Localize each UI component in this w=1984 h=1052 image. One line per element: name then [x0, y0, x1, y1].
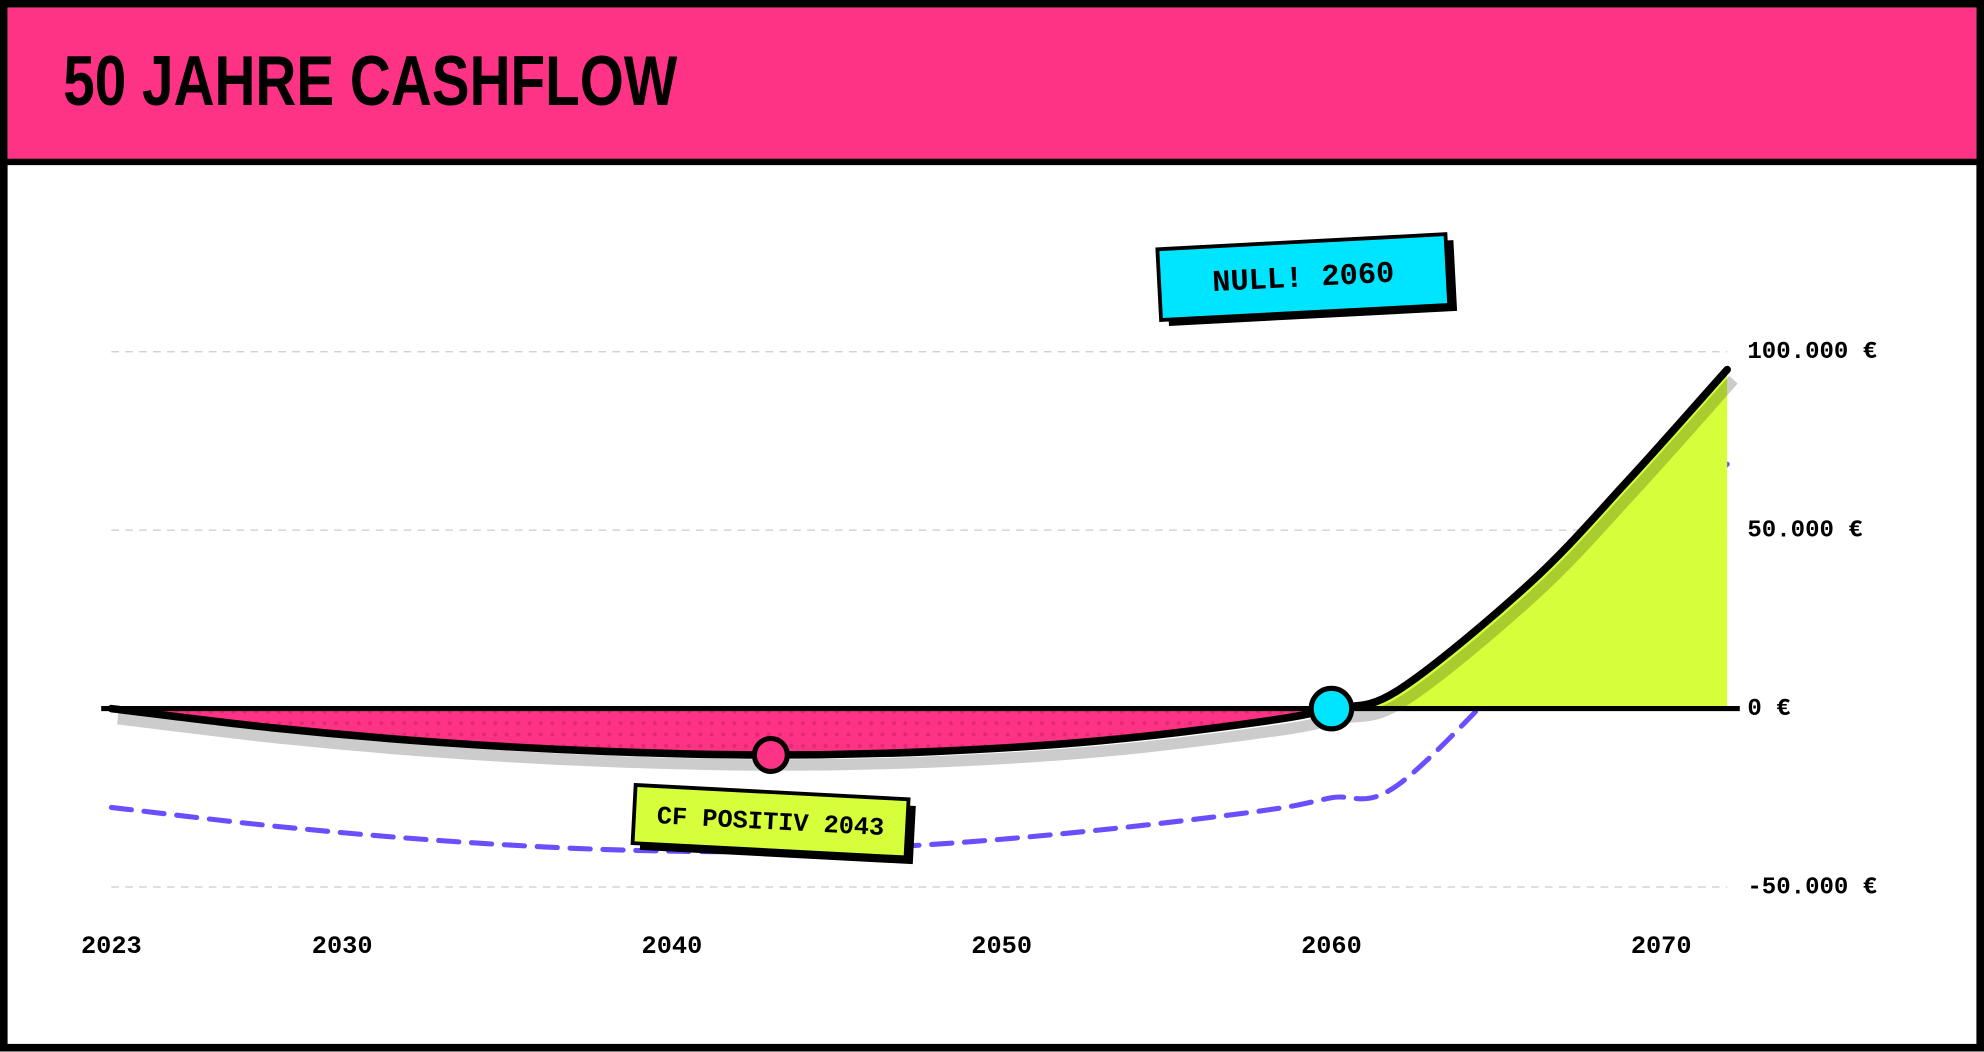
- x-tick-label: 2023: [81, 932, 142, 961]
- annotation-box: [630, 782, 911, 860]
- annotation: CF POSITIV 2043: [630, 782, 916, 865]
- series-line: [107, 365, 1731, 759]
- annotation-marker: [1308, 685, 1355, 732]
- annotation-marker: [751, 735, 790, 774]
- y-tick-label: 50.000 €: [1747, 518, 1862, 545]
- x-tick-label: 2030: [312, 932, 373, 961]
- annotation-box: [1155, 232, 1452, 323]
- x-tick-label: 2060: [1301, 932, 1362, 961]
- y-tick-label: 100.000 €: [1747, 339, 1877, 366]
- x-tick-label: 2040: [642, 932, 703, 961]
- x-tick-label: 2050: [971, 932, 1032, 961]
- x-tick-label: 2070: [1631, 932, 1692, 961]
- y-tick-label: -50.000 €: [1747, 874, 1877, 901]
- header: [7, 7, 1977, 161]
- line-shadow: [117, 375, 1738, 771]
- positive-area: [111, 369, 1728, 709]
- y-tick-label: 0 €: [1747, 696, 1790, 723]
- plot: 100.000 € 50.000 € 0 € -50.000 € 2023 2030 204…: [81, 232, 1877, 961]
- annotation: NULL! 2060: [1155, 232, 1458, 326]
- chart-title: 50 JAHRE CASHFLOW: [63, 41, 677, 121]
